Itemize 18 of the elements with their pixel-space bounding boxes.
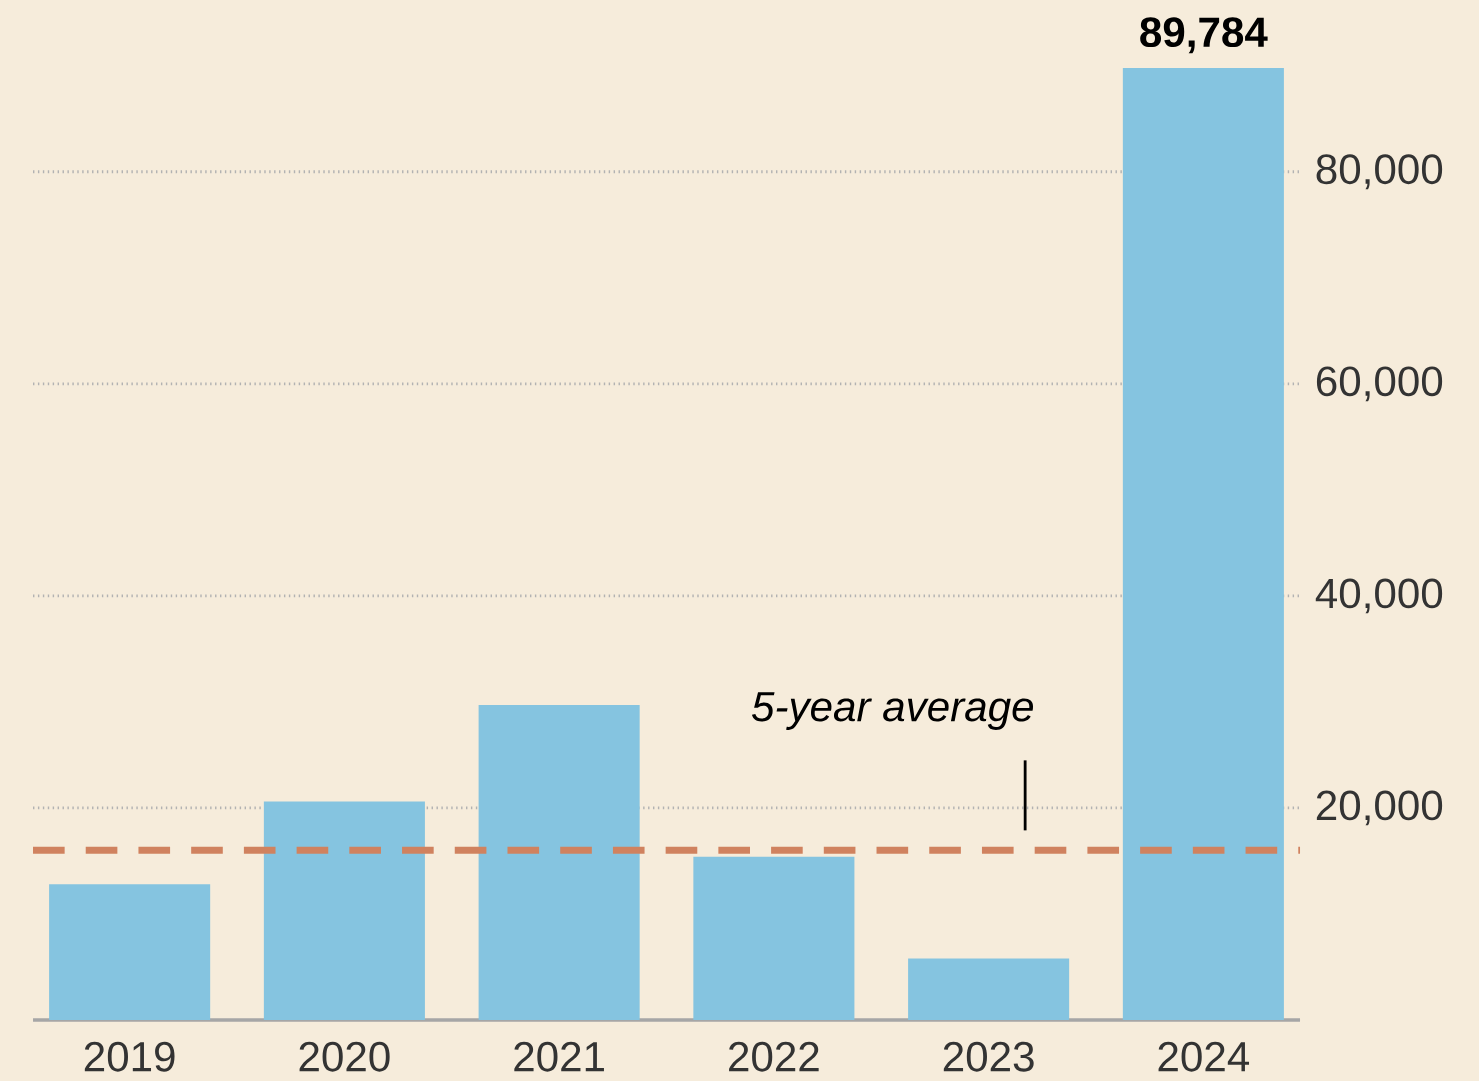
bar — [908, 958, 1070, 1021]
ref-line-label: 5-year average — [751, 692, 1034, 730]
y-tick-label: 60,000 — [1316, 366, 1443, 402]
bar — [49, 884, 211, 1021]
x-tick-label: 2019 — [84, 1041, 175, 1072]
bar — [478, 705, 640, 1021]
data-label: 89,784 — [1140, 17, 1268, 54]
x-tick-label: 2023 — [943, 1041, 1034, 1072]
bar — [263, 801, 425, 1021]
y-tick-label: 40,000 — [1315, 578, 1443, 614]
x-tick-label: 2021 — [514, 1041, 604, 1072]
y-tick-label: 80,000 — [1316, 154, 1443, 190]
x-tick-label: 2024 — [1158, 1041, 1250, 1072]
bar — [693, 856, 855, 1021]
x-tick-label: 2020 — [299, 1041, 390, 1072]
y-tick-label: 20,000 — [1316, 790, 1443, 826]
bar — [1122, 67, 1284, 1021]
x-tick-label: 2022 — [729, 1041, 819, 1072]
